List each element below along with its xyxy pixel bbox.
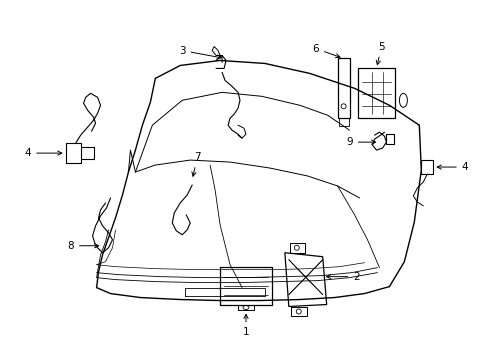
Text: 6: 6 bbox=[312, 44, 339, 58]
Text: 2: 2 bbox=[326, 272, 359, 282]
Polygon shape bbox=[285, 253, 326, 306]
Polygon shape bbox=[337, 58, 349, 118]
Text: 5: 5 bbox=[375, 41, 384, 65]
Text: 9: 9 bbox=[346, 137, 375, 147]
Text: 4: 4 bbox=[24, 148, 61, 158]
Text: 7: 7 bbox=[191, 152, 200, 176]
Polygon shape bbox=[357, 68, 395, 118]
Text: 8: 8 bbox=[67, 241, 99, 251]
Text: 1: 1 bbox=[242, 314, 249, 337]
Text: 3: 3 bbox=[179, 45, 221, 59]
Text: 4: 4 bbox=[436, 162, 468, 172]
